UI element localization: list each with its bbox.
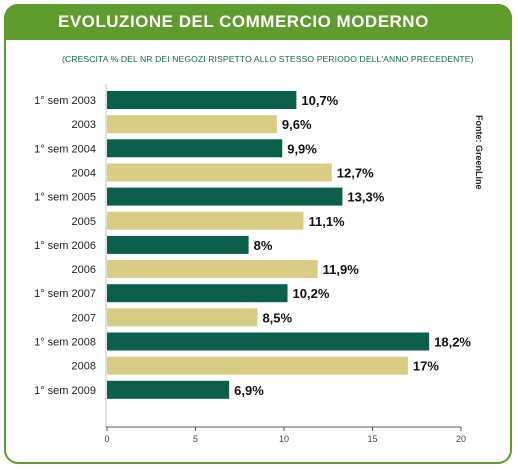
bar bbox=[107, 139, 283, 158]
category-label: 1° sem 2004 bbox=[34, 143, 96, 155]
category-label: 1° sem 2005 bbox=[34, 192, 96, 204]
value-label: 12,7% bbox=[337, 165, 374, 180]
value-label: 8,5% bbox=[262, 310, 292, 325]
bar bbox=[107, 356, 408, 375]
bar bbox=[107, 187, 343, 206]
category-label: 2008 bbox=[72, 361, 96, 373]
x-tick-label: 20 bbox=[456, 434, 466, 444]
category-label: 1° sem 2003 bbox=[34, 95, 96, 107]
x-axis: 0 5 10 15 20 bbox=[104, 84, 466, 444]
category-label: 1° sem 2007 bbox=[34, 288, 96, 300]
value-label: 11,1% bbox=[308, 214, 345, 229]
value-label: 9,9% bbox=[287, 141, 317, 156]
bar bbox=[107, 308, 258, 327]
x-tick-label: 5 bbox=[193, 434, 198, 444]
value-label: 6,9% bbox=[234, 383, 264, 398]
bar bbox=[107, 163, 332, 182]
category-label: 2007 bbox=[72, 312, 96, 324]
value-label: 13,3% bbox=[347, 190, 384, 205]
x-tick-label: 15 bbox=[367, 434, 377, 444]
category-label: 1° sem 2006 bbox=[34, 240, 96, 252]
title-banner: EVOLUZIONE DEL COMMERCIO MODERNO bbox=[4, 4, 512, 40]
chart-title: EVOLUZIONE DEL COMMERCIO MODERNO bbox=[58, 12, 429, 31]
bar bbox=[107, 115, 277, 134]
category-label: 1° sem 2009 bbox=[34, 385, 96, 397]
x-tick-label: 0 bbox=[104, 434, 109, 444]
value-label: 10,2% bbox=[293, 286, 330, 301]
category-label: 2004 bbox=[72, 167, 96, 179]
value-label: 11,9% bbox=[323, 262, 360, 277]
bar bbox=[107, 211, 304, 230]
category-label: 2003 bbox=[72, 119, 96, 131]
category-label: 2006 bbox=[72, 264, 96, 276]
value-label: 10,7% bbox=[301, 93, 338, 108]
chart-card: EVOLUZIONE DEL COMMERCIO MODERNO (CRESCI… bbox=[4, 4, 512, 464]
bar bbox=[107, 380, 230, 399]
category-label: 1° sem 2008 bbox=[34, 337, 96, 349]
category-label: 2005 bbox=[72, 216, 96, 228]
bar bbox=[107, 91, 297, 109]
chart-subtitle: (CRESCITA % DEL NR DEI NEGOZI RISPETTO A… bbox=[62, 54, 474, 64]
x-tick-label: 10 bbox=[279, 434, 289, 444]
value-label: 8% bbox=[254, 238, 273, 253]
value-label: 17% bbox=[413, 359, 439, 374]
bar bbox=[107, 284, 288, 303]
value-label: 9,6% bbox=[282, 117, 312, 132]
bars-group: 1° sem 2003 10,7% 2003 9,6% 1° sem 2004 9,9% 2… bbox=[34, 91, 471, 399]
value-label: 18,2% bbox=[434, 335, 471, 350]
bar bbox=[107, 260, 318, 279]
bar bbox=[107, 235, 249, 254]
bar bbox=[107, 332, 430, 351]
